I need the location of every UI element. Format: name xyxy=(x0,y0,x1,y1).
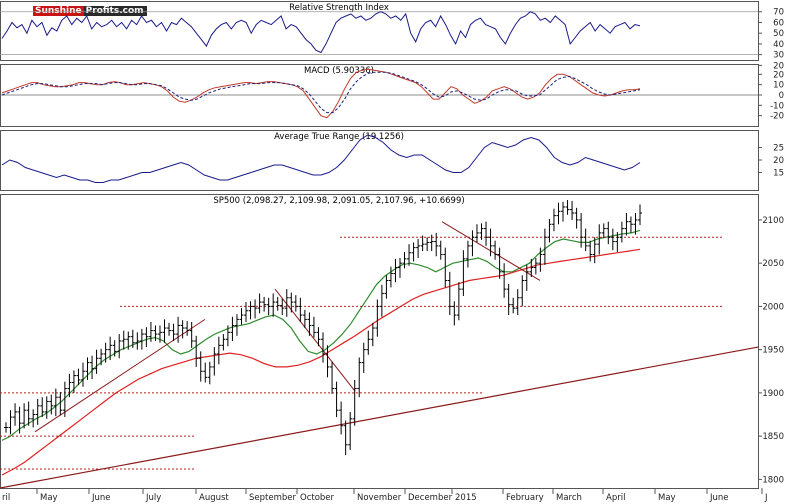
y-tick-label: 20 xyxy=(773,70,784,80)
trend-line xyxy=(0,346,759,489)
panel-title: Relative Strength Index xyxy=(289,3,389,13)
panel-frame xyxy=(0,1,759,61)
y-tick-label: 60 xyxy=(773,18,784,28)
x-month-label: J xyxy=(764,493,768,503)
panel-title: MACD (5.90336) xyxy=(304,66,374,76)
y-tick-label: 1950 xyxy=(762,346,784,356)
y-tick-label: 1850 xyxy=(762,432,784,442)
y-tick-label: 10 xyxy=(773,81,784,91)
y-tick-label: 15 xyxy=(773,169,784,179)
x-month-label: August xyxy=(199,493,229,503)
y-tick-label: 0 xyxy=(779,91,784,101)
y-tick-label: 2000 xyxy=(762,302,784,312)
series-line-3-2 xyxy=(1,248,641,476)
panel-title: Average True Range (19.1256) xyxy=(274,132,404,142)
x-month-label: 2015 xyxy=(455,493,477,503)
sunshine-profits-logo[interactable]: Sunshine Profits.com xyxy=(33,5,147,18)
x-month-label: October xyxy=(300,493,335,503)
logo-part-1: Sunshine xyxy=(33,6,84,16)
series-line-0-0 xyxy=(1,11,641,54)
x-month-label: ril xyxy=(2,493,10,503)
x-month-label: February xyxy=(506,493,544,503)
x-month-label: April xyxy=(606,493,625,503)
trend-line xyxy=(274,288,356,392)
series-line-1-0 xyxy=(1,68,641,119)
x-month-label: November xyxy=(357,493,402,503)
y-tick-label: -10 xyxy=(770,101,784,111)
x-month-label: June xyxy=(91,493,111,503)
y-tick-label: 20 xyxy=(773,61,784,71)
y-tick-label: 1800 xyxy=(762,475,784,485)
y-tick-label: 40 xyxy=(773,40,784,50)
x-month-label: December xyxy=(408,493,453,503)
series-line-2-0 xyxy=(1,134,641,183)
panel-frame xyxy=(0,194,759,489)
x-month-label: May xyxy=(658,493,676,503)
x-month-label: September xyxy=(249,493,296,503)
panel-title: SP500 (2,098.27, 2,109.98, 2,091.05, 2,1… xyxy=(213,196,464,206)
x-month-label: May xyxy=(40,493,58,503)
x-month-label: July xyxy=(145,493,161,503)
logo-part-2: Profits.com xyxy=(83,6,147,16)
y-tick-label: 2050 xyxy=(762,259,784,269)
y-tick-label: 1900 xyxy=(762,389,784,399)
panel-frame xyxy=(0,64,759,127)
y-tick-label: 20 xyxy=(773,156,784,166)
x-month-label: March xyxy=(556,493,582,503)
x-month-label: June xyxy=(709,493,729,503)
series-line-3-1 xyxy=(1,229,641,441)
y-tick-label: -20 xyxy=(770,112,784,122)
y-tick-label: 2100 xyxy=(762,216,784,226)
trend-line xyxy=(34,318,206,433)
series-line-1-1 xyxy=(1,71,641,114)
y-tick-label: 30 xyxy=(773,51,784,61)
y-tick-label: 50 xyxy=(773,29,784,39)
y-tick-label: 25 xyxy=(773,144,784,154)
y-tick-label: 70 xyxy=(773,8,784,18)
